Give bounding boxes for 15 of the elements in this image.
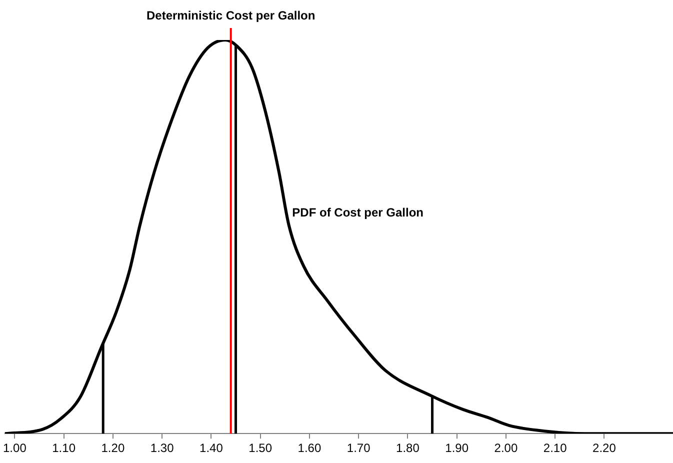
x-tick-label: 1.40 — [200, 441, 224, 456]
ref-line-label: Deterministic Cost per Gallon — [146, 8, 316, 22]
x-tick-label: 1.30 — [150, 441, 174, 456]
x-tick-label: 1.20 — [101, 441, 125, 456]
x-tick-label: 2.20 — [592, 441, 616, 456]
x-tick-label: 2.10 — [543, 441, 568, 456]
x-tick-label: 1.00 — [3, 441, 27, 456]
series-label: PDF of Cost per Gallon — [292, 205, 424, 220]
x-tick-label: 2.00 — [494, 441, 518, 456]
x-tick-label: 1.50 — [248, 441, 272, 456]
x-tick-label: 1.90 — [445, 441, 469, 456]
x-tick-label: 1.70 — [346, 441, 371, 456]
x-tick-label: 1.10 — [52, 441, 76, 456]
x-tick-label: 1.60 — [298, 441, 322, 456]
x-tick-label: 1.80 — [396, 441, 420, 456]
